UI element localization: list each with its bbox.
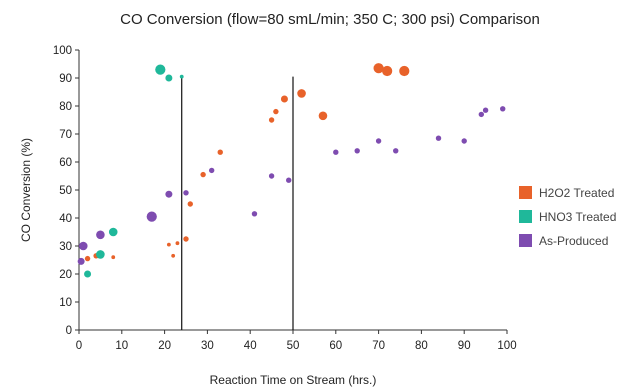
data-point bbox=[84, 255, 91, 262]
data-point bbox=[286, 177, 292, 183]
y-tick-label: 10 bbox=[59, 297, 72, 309]
data-point bbox=[500, 106, 506, 112]
data-point bbox=[373, 63, 384, 74]
y-tick-label: 50 bbox=[59, 185, 72, 197]
y-tick-label: 70 bbox=[59, 129, 72, 141]
data-point bbox=[393, 148, 399, 154]
x-tick-label: 80 bbox=[415, 340, 428, 352]
y-tick-label: 80 bbox=[59, 101, 72, 113]
data-point bbox=[399, 65, 410, 77]
legend-swatch bbox=[519, 186, 532, 199]
data-point bbox=[171, 253, 176, 258]
x-tick-label: 100 bbox=[497, 340, 516, 352]
y-axis-label: CO Conversion (%) bbox=[19, 138, 33, 242]
data-point bbox=[435, 135, 442, 141]
data-point bbox=[318, 111, 328, 121]
y-tick-label: 40 bbox=[59, 213, 72, 225]
data-point bbox=[155, 64, 166, 75]
data-point bbox=[96, 230, 105, 240]
x-tick-label: 40 bbox=[244, 340, 257, 352]
x-tick-label: 0 bbox=[76, 340, 82, 352]
data-point bbox=[482, 107, 489, 113]
legend-swatch bbox=[519, 234, 532, 247]
data-point bbox=[78, 241, 88, 251]
y-tick-label: 90 bbox=[59, 73, 72, 85]
data-point bbox=[77, 257, 85, 265]
data-point bbox=[208, 167, 215, 174]
legend: H2O2 Treated HNO3 Treated As-Produced bbox=[519, 186, 616, 248]
data-point bbox=[354, 148, 360, 154]
data-point bbox=[333, 149, 339, 155]
data-point bbox=[111, 255, 116, 260]
data-point bbox=[187, 201, 193, 207]
data-point bbox=[96, 250, 105, 259]
data-point bbox=[179, 74, 184, 79]
data-point bbox=[183, 190, 189, 196]
data-point bbox=[297, 89, 306, 98]
data-point bbox=[200, 171, 206, 178]
x-tick-label: 10 bbox=[115, 340, 128, 352]
x-tick-label: 60 bbox=[329, 340, 342, 352]
data-point bbox=[268, 173, 275, 179]
data-point bbox=[280, 95, 288, 103]
data-point bbox=[217, 149, 223, 155]
x-tick-label: 20 bbox=[158, 340, 171, 352]
x-axis-label: Reaction Time on Stream (hrs.) bbox=[210, 373, 377, 387]
data-point bbox=[84, 270, 92, 278]
legend-label: HNO3 Treated bbox=[539, 210, 616, 224]
y-tick-label: 30 bbox=[59, 241, 72, 253]
y-tick-label: 100 bbox=[53, 45, 72, 57]
data-point bbox=[251, 211, 258, 217]
data-point bbox=[175, 241, 180, 246]
legend-label: H2O2 Treated bbox=[539, 186, 614, 200]
plot-area: 0 10 20 30 40 50 60 70 80 90 100 0 10 20 30 40 50 60 70 80 9… bbox=[53, 45, 517, 352]
data-point bbox=[165, 74, 173, 82]
x-tick-label: 90 bbox=[458, 340, 471, 352]
data-point bbox=[146, 211, 157, 222]
y-tick-label: 20 bbox=[59, 269, 72, 281]
x-tick-label: 70 bbox=[372, 340, 385, 352]
data-point bbox=[165, 190, 173, 198]
data-point bbox=[183, 236, 189, 242]
data-point bbox=[375, 138, 382, 144]
data-point bbox=[382, 65, 393, 77]
legend-swatch bbox=[519, 210, 532, 223]
data-point bbox=[268, 117, 275, 123]
y-tick-label: 0 bbox=[66, 325, 72, 337]
data-point bbox=[273, 108, 279, 115]
data-point bbox=[461, 138, 467, 144]
chart-title: CO Conversion (flow=80 smL/min; 350 C; 3… bbox=[120, 11, 540, 28]
data-point bbox=[108, 227, 118, 237]
x-tick-label: 30 bbox=[201, 340, 214, 352]
legend-label: As-Produced bbox=[539, 234, 608, 248]
x-tick-label: 50 bbox=[287, 340, 300, 352]
data-point bbox=[166, 242, 171, 247]
data-point bbox=[478, 111, 485, 118]
y-tick-label: 60 bbox=[59, 157, 72, 169]
